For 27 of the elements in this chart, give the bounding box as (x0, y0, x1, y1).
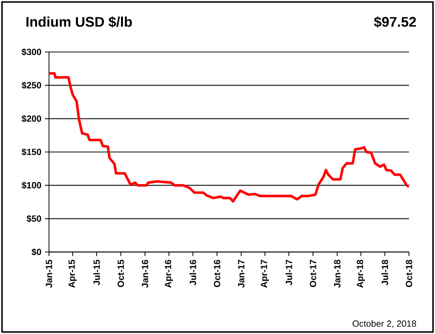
x-tick-label: Jan-15 (46, 260, 52, 288)
x-tick-label: Apr-15 (68, 260, 77, 288)
x-tick-label: Jan-18 (334, 260, 340, 288)
x-tick-label: Oct-18 (406, 260, 412, 288)
y-tick-label: $250 (22, 82, 42, 89)
y-tick-label: $100 (22, 182, 42, 189)
x-tick-label: Apr-16 (164, 260, 173, 288)
x-tick-label: Oct-16 (214, 260, 220, 288)
y-tick-label: $300 (22, 48, 42, 56)
x-tick-label: Jul-16 (190, 260, 196, 286)
x-tick-label: Jul-17 (286, 260, 292, 286)
x-tick-label: Jan-16 (142, 260, 148, 288)
text: October 2, 2018 (352, 320, 416, 328)
y-tick-label: $0 (32, 248, 42, 256)
y-tick-label: $50 (26, 215, 42, 222)
x-tick-label: Jan-17 (238, 260, 244, 288)
y-tick-label: $150 (22, 148, 42, 156)
y-tick-label: $200 (22, 115, 42, 122)
text: $97.52 (374, 16, 416, 28)
x-tick-label: Oct-15 (118, 260, 124, 288)
x-tick-label: Jul-18 (382, 260, 388, 286)
chart-title: Indium USD $/lb (26, 16, 132, 28)
x-tick-label: Apr-18 (356, 260, 365, 288)
x-tick-label: Oct-17 (310, 260, 316, 288)
x-tick-label: Jul-15 (93, 260, 100, 286)
x-tick-label: Apr-17 (260, 260, 269, 288)
line-series (49, 72, 410, 203)
